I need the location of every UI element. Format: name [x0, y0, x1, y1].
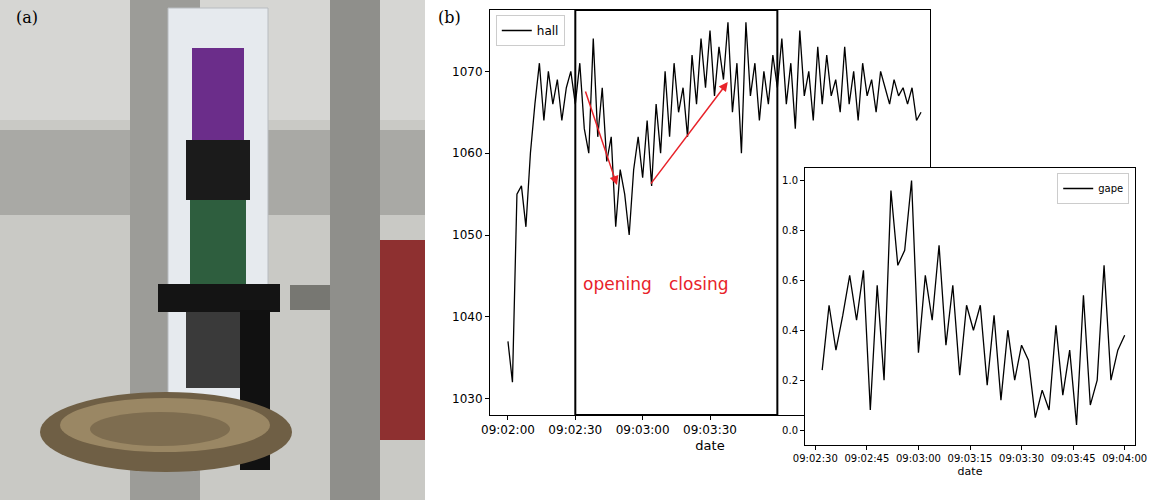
svg-text:09:02:45: 09:02:45 — [844, 453, 889, 464]
svg-text:0.8: 0.8 — [782, 225, 798, 236]
svg-text:(a): (a) — [16, 8, 38, 27]
svg-text:09:03:15: 09:03:15 — [948, 453, 993, 464]
svg-text:09:02:30: 09:02:30 — [793, 453, 838, 464]
svg-text:1060: 1060 — [452, 146, 483, 160]
svg-text:09:04:00: 09:04:00 — [1102, 453, 1147, 464]
svg-text:0.4: 0.4 — [782, 325, 798, 336]
svg-text:closing: closing — [669, 274, 729, 294]
svg-text:0.6: 0.6 — [782, 275, 798, 286]
svg-text:09:03:45: 09:03:45 — [1051, 453, 1096, 464]
svg-text:1050: 1050 — [452, 228, 483, 242]
svg-text:09:02:00: 09:02:00 — [481, 423, 535, 437]
svg-text:0.0: 0.0 — [782, 425, 798, 436]
svg-text:gape: gape — [1098, 183, 1123, 194]
svg-text:opening: opening — [583, 274, 652, 294]
svg-text:09:03:30: 09:03:30 — [999, 453, 1044, 464]
svg-text:1030: 1030 — [452, 392, 483, 406]
svg-text:1.0: 1.0 — [782, 175, 798, 186]
svg-text:09:03:00: 09:03:00 — [616, 423, 670, 437]
svg-text:1070: 1070 — [452, 65, 483, 79]
svg-text:1040: 1040 — [452, 310, 483, 324]
svg-text:09:02:30: 09:02:30 — [548, 423, 602, 437]
svg-text:date: date — [695, 438, 724, 453]
svg-text:date: date — [958, 465, 983, 478]
svg-text:hall: hall — [537, 24, 559, 38]
svg-text:09:03:30: 09:03:30 — [683, 423, 737, 437]
svg-text:(b): (b) — [438, 8, 461, 27]
svg-text:09:03:00: 09:03:00 — [896, 453, 941, 464]
svg-text:0.2: 0.2 — [782, 375, 798, 386]
